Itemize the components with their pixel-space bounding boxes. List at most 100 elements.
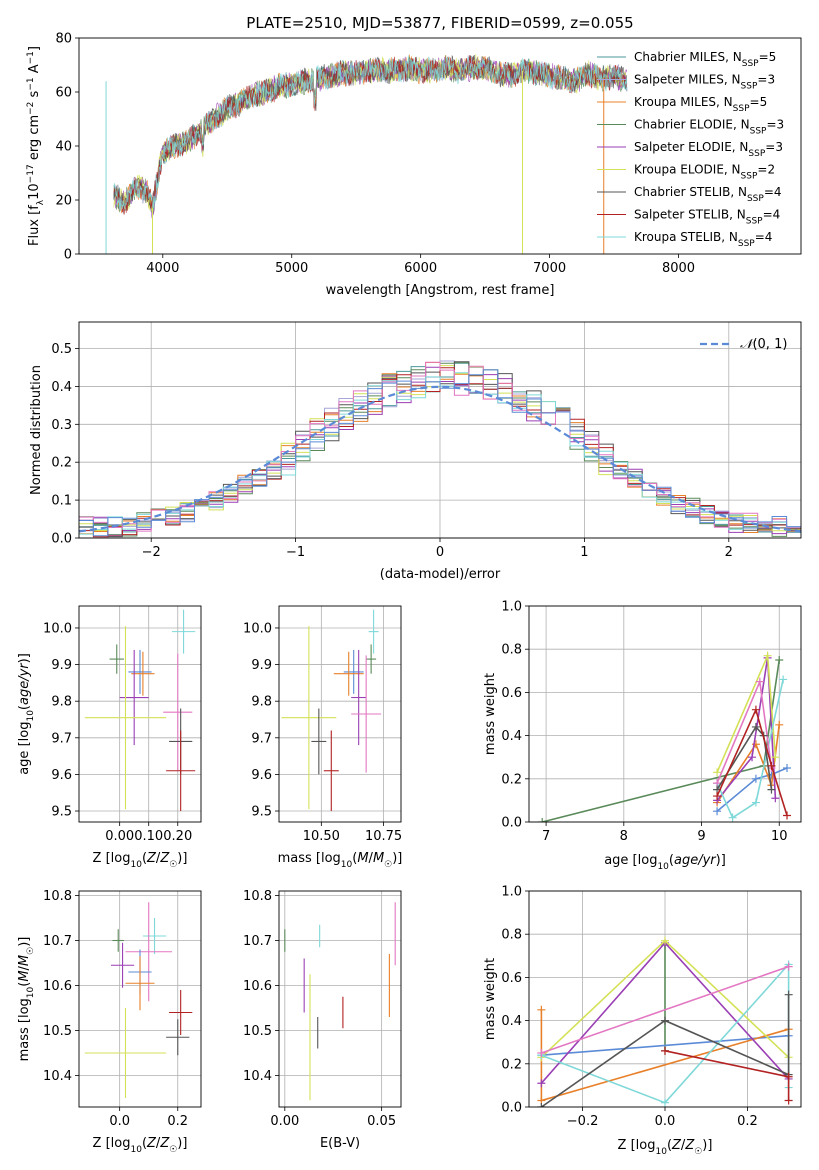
spectrum-line-7 (113, 55, 628, 215)
legend-label: Chabrier ELODIE, NSSP=3 (634, 118, 784, 137)
y-tick-label: 0.6 (501, 686, 522, 701)
weight-marker (783, 811, 792, 820)
x-tick-label: 8 (620, 829, 628, 844)
axes-frame (278, 890, 402, 1108)
x-tick-label: 0.0 (109, 1114, 130, 1129)
y-axis-label: mass weight (483, 958, 498, 1040)
spectrum-line-8 (113, 55, 628, 212)
y-tick-label: 20 (55, 194, 72, 209)
errorbar-point-6 (351, 655, 382, 773)
y-tick-label: 10.0 (43, 621, 72, 636)
legend: Chabrier MILES, NSSP=5 Salpeter MILES, NS… (597, 50, 784, 249)
chart-title: PLATE=2510, MJD=53877, FIBERID=0599, z=0… (246, 14, 633, 32)
plot-area-mass_vs_EBV (284, 902, 396, 1101)
legend-label: Chabrier MILES, NSSP=5 (634, 50, 776, 69)
y-tick-label: 0.4 (51, 380, 72, 395)
errorbar-point-5 (171, 609, 196, 654)
errorbar-point-2 (131, 651, 155, 696)
x-tick-label: 1 (580, 545, 588, 560)
x-tick-label: 4000 (146, 261, 179, 276)
x-tick-label: −1 (286, 545, 305, 560)
weight-marker (751, 774, 760, 783)
x-tick-label: 0.00 (270, 1114, 299, 1129)
y-tick-label: 80 (55, 32, 72, 47)
y-tick-label: 10.4 (43, 1069, 72, 1084)
x-tick-label: 6000 (404, 261, 437, 276)
weight-marker (713, 768, 722, 777)
weight-marker (661, 1098, 669, 1107)
y-tick-label: 10.5 (243, 1024, 272, 1039)
weight-marker (784, 962, 793, 971)
legend-label: Salpeter ELODIE, NSSP=3 (634, 140, 783, 159)
y-tick-label: 9.5 (51, 805, 72, 820)
y-tick-label: 0.6 (501, 971, 522, 986)
weight-marker (751, 705, 760, 714)
y-tick-label: 0.2 (501, 772, 522, 787)
x-tick-label: −0.2 (567, 1114, 599, 1129)
weight-marker (771, 794, 780, 803)
axes-frame (78, 37, 802, 255)
y-tick-label: 0.3 (51, 418, 72, 433)
gaussian-curve (79, 385, 801, 533)
legend-label: Kroupa STELIB, NSSP=4 (634, 230, 772, 249)
y-tick-label: 0.0 (501, 1101, 522, 1116)
y-axis-label: Flux [fλ10−17 erg cm−2 s−1 A−1] (26, 46, 46, 246)
x-axis-label: wavelength [Angstrom, rest frame] (326, 283, 555, 298)
x-tick-label: −2 (142, 545, 161, 560)
y-tick-label: 0.2 (501, 1057, 522, 1072)
weight-marker (751, 722, 760, 731)
x-tick-label: 10.75 (365, 829, 402, 844)
errorbar-point-3 (119, 649, 149, 746)
errorbar-point-0 (109, 644, 125, 674)
weight-marker (784, 1072, 793, 1081)
y-tick-label: 10.0 (243, 621, 272, 636)
y-tick-label: 9.8 (51, 695, 72, 710)
x-tick-label: 0.05 (367, 1114, 396, 1129)
errorbar-point-1 (142, 918, 167, 954)
weight-line-1 (716, 767, 788, 812)
weight-marker (767, 761, 776, 770)
weight-line-6 (541, 965, 789, 1054)
plot-area-weight_vs_age (538, 651, 792, 822)
weight-marker (537, 1103, 546, 1107)
weight-marker (775, 720, 784, 729)
weight-marker (775, 656, 784, 664)
axes-frame (78, 890, 202, 1108)
weight-marker (779, 675, 788, 684)
errorbar-point-4 (281, 626, 337, 810)
weight-marker (755, 677, 764, 686)
plot-area-age_vs_Z (84, 609, 196, 812)
weight-marker (713, 792, 722, 801)
x-tick-label: 9 (697, 829, 705, 844)
y-tick-label: 10.8 (243, 889, 272, 904)
weight-marker (537, 1079, 546, 1088)
weight-marker (748, 753, 757, 762)
weight-line-1 (541, 1034, 789, 1056)
weight-line-0 (542, 659, 780, 822)
y-tick-label: 0 (64, 248, 72, 263)
x-axis-label: (data-model)/error (380, 567, 501, 582)
y-axis-label: age [log10(age/yr)] (17, 653, 36, 775)
errorbar-point-7 (166, 1019, 190, 1056)
legend-label: Kroupa MILES, NSSP=5 (634, 95, 767, 114)
y-tick-label: 0.0 (51, 532, 72, 547)
y-tick-label: 1.0 (501, 885, 522, 900)
errorbar-point-3 (351, 649, 367, 746)
y-tick-label: 10.4 (243, 1069, 272, 1084)
errorbar-point-0 (112, 929, 125, 952)
y-tick-label: 10.7 (43, 934, 72, 949)
x-axis-label: Z [log10(Z/Z☉)] (618, 1138, 713, 1157)
legend-label: Kroupa ELODIE, NSSP=2 (634, 163, 775, 182)
axes-mass_vs_EBV: 0.00 0.05 10.4 10.5 10.6 10.7 10.8 (243, 889, 402, 1129)
legend-label: Chabrier STELIB, NSSP=4 (634, 185, 782, 204)
weight-marker (661, 1046, 669, 1055)
x-tick-label: 5000 (275, 261, 308, 276)
weight-marker (767, 785, 776, 794)
weight-line-5 (716, 679, 784, 819)
y-tick-label: 9.9 (251, 658, 272, 673)
x-tick-label: 2 (725, 545, 733, 560)
y-tick-label: 9.6 (251, 768, 272, 783)
weight-marker (538, 818, 547, 822)
y-tick-label: 0.4 (501, 1014, 522, 1029)
y-tick-label: 10.6 (43, 979, 72, 994)
